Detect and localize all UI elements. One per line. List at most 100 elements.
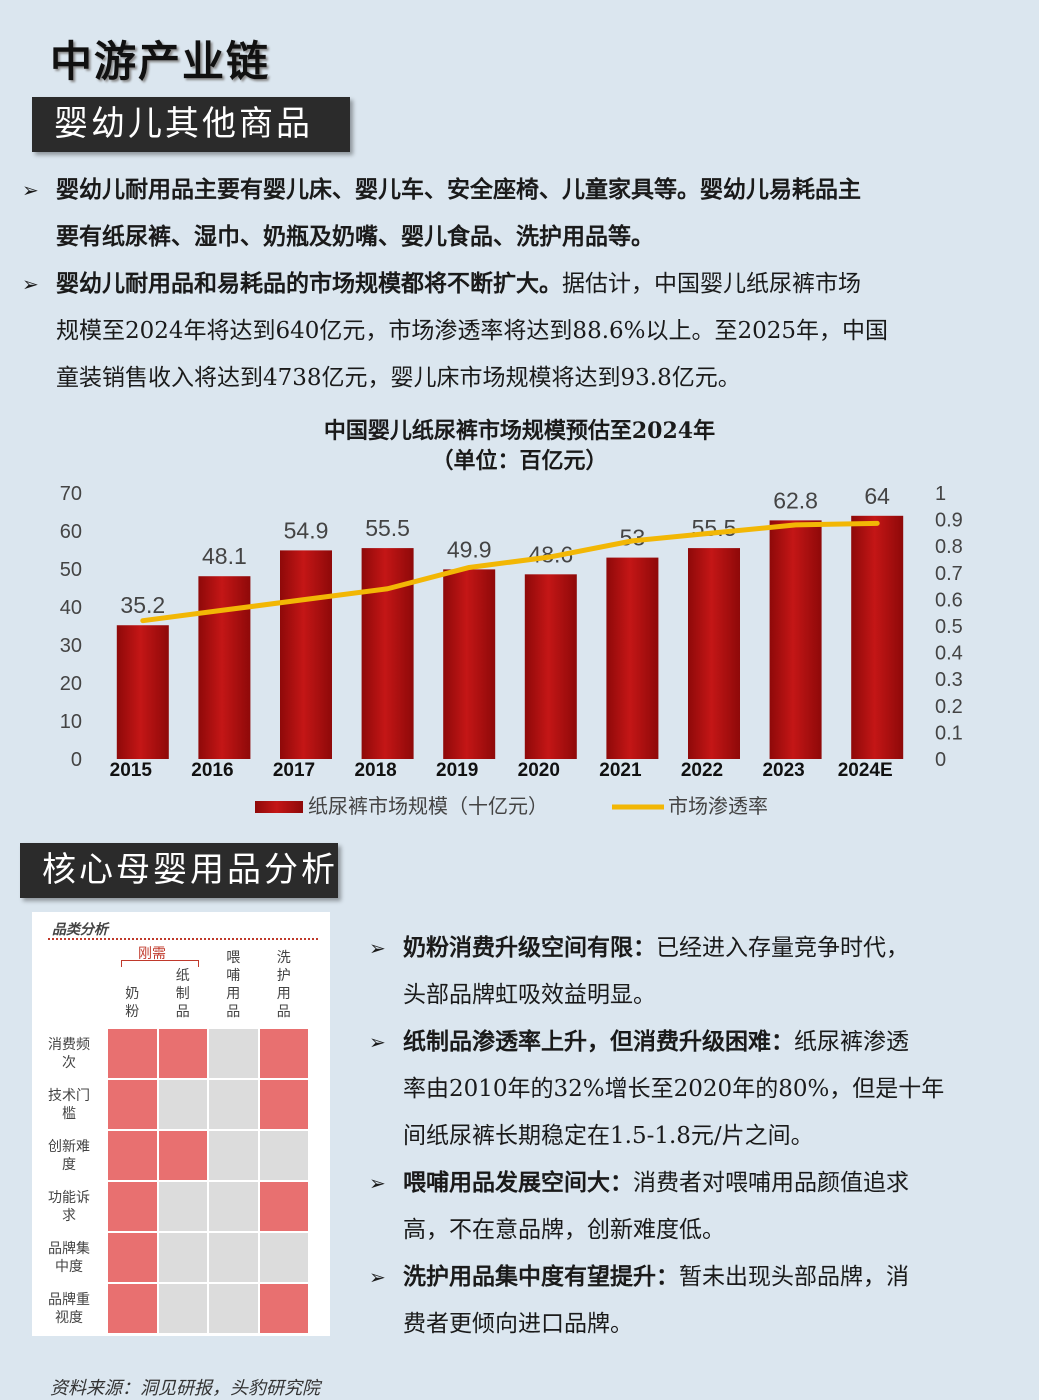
group-bracket <box>121 960 199 967</box>
grid-cell <box>157 1232 208 1283</box>
grid-row-header: 品牌集中度 <box>48 1241 90 1275</box>
right-axis-tick: 0.2 <box>935 696 963 718</box>
grid-row-header: 创新难度 <box>48 1139 90 1173</box>
category-label: 2018 <box>354 760 396 781</box>
section-header-core-products: 核心母婴用品分析 <box>20 843 338 898</box>
grid-row-header: 功能诉求 <box>48 1190 90 1224</box>
bullet-line: 洗护用品集中度有望提升：暂未出现头部品牌，消 <box>403 1263 909 1290</box>
legend-swatch-bar <box>255 801 303 813</box>
grid-cell <box>208 1232 259 1283</box>
left-axis-tick: 20 <box>60 673 82 695</box>
bar-value-label: 55.5 <box>365 515 410 541</box>
left-axis-tick: 60 <box>60 521 82 543</box>
bar <box>606 557 659 759</box>
grid-cell <box>208 1283 259 1334</box>
left-axis-tick: 70 <box>60 483 82 505</box>
bullet-line: 奶粉消费升级空间有限：已经进入存量竞争时代， <box>403 934 909 961</box>
bullet-line: 费者更倾向进口品牌。 <box>403 1311 633 1337</box>
grid-cell <box>107 1130 158 1181</box>
arrow-bullet-icon: ➢ <box>369 1030 386 1054</box>
bullet-line: 头部品牌虹吸效益明显。 <box>403 982 656 1008</box>
arrow-bullet-icon: ➢ <box>22 272 39 296</box>
bar-value-label: 64 <box>864 483 890 509</box>
grid-cell <box>258 1079 309 1130</box>
right-axis-tick: 0.7 <box>935 563 963 585</box>
grid-column-header: 奶粉 <box>125 986 140 1020</box>
category-label: 2021 <box>599 760 642 781</box>
group-label-essential: 刚需 <box>138 946 166 962</box>
bullet-line: 高，不在意品牌，创新难度低。 <box>403 1217 725 1243</box>
legend-label-bar: 纸尿裤市场规模（十亿元） <box>308 795 548 818</box>
bullet-line: 纸制品渗透率上升，但消费升级困难：纸尿裤渗透 <box>403 1028 909 1055</box>
bar-value-label: 62.8 <box>773 487 818 513</box>
chart-subtitle: （单位：百亿元） <box>431 448 608 474</box>
right-axis-tick: 0.3 <box>935 669 963 691</box>
category-label: 2022 <box>681 760 723 781</box>
grid-cell <box>258 1181 309 1232</box>
category-label: 2024E <box>838 760 893 781</box>
category-label: 2015 <box>110 760 153 781</box>
grid-cell <box>258 1232 309 1283</box>
grid-cell <box>208 1130 259 1181</box>
grid-cell <box>107 1181 158 1232</box>
grid-cell <box>107 1028 158 1079</box>
grid-cell <box>107 1283 158 1334</box>
arrow-bullet-icon: ➢ <box>22 178 39 202</box>
grid-cell <box>157 1028 208 1079</box>
page-title: 中游产业链 <box>50 37 271 86</box>
category-label: 2016 <box>191 760 233 781</box>
bullet-line: 规模至2024年将达到640亿元，市场渗透率将达到88.6%以上。至2025年，… <box>56 318 889 344</box>
grid-cell <box>258 1130 309 1181</box>
category-label: 2020 <box>518 760 560 781</box>
chart-title: 中国婴儿纸尿裤市场规模预估至2024年 <box>323 418 716 444</box>
bullet-line: 婴幼儿耐用品和易耗品的市场规模都将不断扩大。据估计，中国婴儿纸尿裤市场 <box>56 270 861 297</box>
grid-cell <box>208 1028 259 1079</box>
grid-cell <box>208 1079 259 1130</box>
bar <box>116 625 169 759</box>
grid-cell <box>208 1181 259 1232</box>
grid-column-header: 洗护用品 <box>276 950 291 1020</box>
category-analysis-title: 品类分析 <box>52 922 108 938</box>
grid-cell <box>107 1232 158 1283</box>
bar <box>851 515 904 759</box>
right-axis-tick: 0.9 <box>935 510 963 532</box>
bar <box>769 520 822 759</box>
grid-cell <box>157 1130 208 1181</box>
grid-row-header: 技术门槛 <box>48 1088 90 1122</box>
bullet-line: 喂哺用品发展空间大：消费者对喂哺用品颜值追求 <box>403 1169 909 1196</box>
legend-label-line: 市场渗透率 <box>668 795 768 818</box>
section-header-other-goods: 婴幼儿其他商品 <box>32 97 350 152</box>
diaper-market-chart: 0 10 20 30 40 50 60 70 0 0.1 0.2 0.3 0.4 0.5 0.6 0.7 0.… <box>60 483 963 818</box>
grid-column-header: 喂哺用品 <box>226 950 241 1020</box>
arrow-bullet-icon: ➢ <box>369 1265 386 1289</box>
right-axis-tick: 0.4 <box>935 643 963 665</box>
bar <box>524 574 577 759</box>
bullet-line: 婴幼儿耐用品主要有婴儿床、婴儿车、安全座椅、儿童家具等。婴幼儿易耗品主 <box>56 176 861 203</box>
bar <box>361 548 414 759</box>
left-axis-tick: 40 <box>60 597 82 619</box>
left-axis-tick: 50 <box>60 559 82 581</box>
bar <box>280 550 332 759</box>
bullet-line: 要有纸尿裤、湿巾、奶瓶及奶嘴、婴儿食品、洗护用品等。 <box>56 223 654 250</box>
bar <box>198 576 251 759</box>
grid-cell <box>258 1283 309 1334</box>
right-axis-tick: 0.8 <box>935 536 963 558</box>
left-axis-tick: 30 <box>60 635 82 657</box>
grid-cell <box>157 1283 208 1334</box>
bullet-line: 间纸尿裤长期稳定在1.5-1.8元/片之间。 <box>403 1123 814 1149</box>
category-label: 2017 <box>273 760 315 781</box>
bar-value-label: 55.5 <box>692 515 737 541</box>
arrow-bullet-icon: ➢ <box>369 1171 386 1195</box>
bar-value-label: 49.9 <box>447 536 492 562</box>
bar <box>688 548 740 759</box>
bar-value-label: 35.2 <box>120 592 165 618</box>
right-axis-tick: 0.5 <box>935 616 963 638</box>
bar-value-label: 54.9 <box>284 517 329 543</box>
right-axis-tick: 1 <box>935 483 946 505</box>
grid-column-header: 纸制品 <box>175 968 190 1020</box>
penetration-rate-line <box>140 520 880 624</box>
grid-row-header: 品牌重视度 <box>48 1292 90 1326</box>
right-axis-tick: 0.6 <box>935 589 963 611</box>
grid-cell <box>157 1181 208 1232</box>
left-axis-tick: 10 <box>60 711 82 733</box>
